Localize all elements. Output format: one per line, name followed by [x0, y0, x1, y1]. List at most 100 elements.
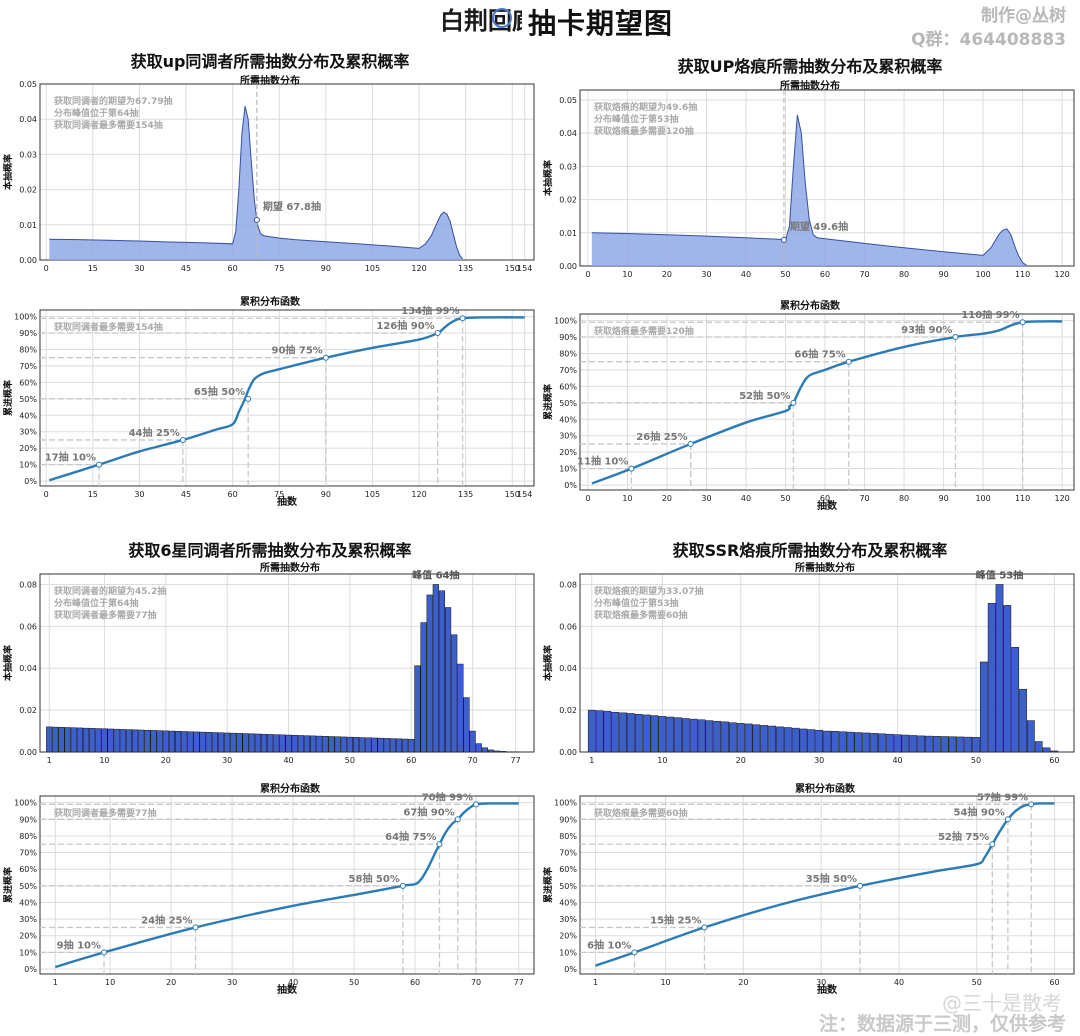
panel-2-pmf-bar	[451, 634, 458, 753]
panel-2-pmf-bar	[113, 728, 120, 753]
panel-3-pmf-xtick-label: 40	[892, 756, 902, 765]
panel-2-pmf-bar	[144, 729, 151, 753]
panel-2-pmf-bar	[303, 735, 311, 753]
panel-3-pmf-bar	[932, 736, 941, 753]
panel-1-pmf-xtick-label: 10	[622, 270, 632, 279]
panel-0-cdf-xtick-label: 154	[517, 490, 532, 499]
panel-2-pmf-bar	[408, 738, 415, 753]
panel-1-pmf-info-line: 获取烙痕最多需要120抽	[594, 125, 694, 137]
panel-2-cdf-ylabel: 累进概率	[2, 867, 14, 903]
panel-3-pmf-xtick-label: 1	[589, 756, 594, 765]
panel-1-cdf-xtick-label: 60	[820, 494, 830, 503]
panel-2-pmf-svg: 1 10 20 30 40 50 60 70 77 0.00 0.02 0.04 0.06 0.08 本抽概…	[2, 570, 535, 765]
panel-2-cdf-ytick-label: 90%	[19, 815, 37, 824]
panel-2-cdf-mark-label: 64抽 75%	[385, 830, 436, 843]
panel-1-cdf-mark-point	[790, 399, 797, 406]
panel-3-cdf-xtick-label: 10	[660, 978, 670, 987]
panel-3-pmf-bar	[736, 723, 745, 753]
panel-3-pmf-bar	[979, 661, 988, 753]
panel-0-cdf-mark-label: 90抽 75%	[271, 344, 322, 357]
panel-2-pmf-info-line: 获取同调者的期望为45.2抽	[54, 585, 166, 597]
panel-3-pmf-bar	[642, 714, 651, 753]
panel-1-pmf-xtick-label: 80	[899, 270, 909, 279]
panel-0-cdf-mark-label: 44抽 25%	[129, 426, 180, 439]
panel-3-pmf-xtick-label: 50	[971, 756, 981, 765]
panel-3-cdf-ytick-label: 100%	[554, 799, 577, 808]
panel-3-pmf-ytick-label: 0.02	[559, 706, 577, 715]
panel-3-pmf-bar	[674, 717, 682, 753]
panel-3-pmf-info-line: 获取烙痕的期望为33.07抽	[594, 585, 703, 597]
panel-1-cdf-mark-label: 26抽 25%	[636, 430, 687, 443]
panel-2-cdf-mark-label: 58抽 50%	[349, 872, 400, 885]
panel-1-cdf-xtick-label: 50	[780, 494, 790, 503]
panel-1-cdf-grid	[580, 314, 1074, 490]
panel-2-pmf-bar	[340, 736, 347, 753]
panel-2-pmf-bar	[217, 732, 225, 753]
panel-3-pmf-bar	[885, 733, 894, 753]
panel-2-pmf-bar	[101, 728, 108, 753]
panel-2-pmf-bar	[414, 665, 421, 753]
panel-3-cdf-mark-label: 57抽 99%	[977, 792, 1028, 803]
panel-3-pmf-bar	[1042, 747, 1051, 753]
panel-0-pmf-expect-point	[253, 216, 260, 223]
panel-0-cdf-xtick-label: 45	[181, 490, 191, 499]
credit-author: 制作@丛树	[981, 6, 1066, 26]
panel-2-pmf-bar	[187, 731, 194, 753]
panel-3-pmf-bar	[1019, 688, 1027, 753]
panel-2-pmf-bar	[138, 729, 145, 753]
panel-0-cdf-xtick-label: 135	[458, 490, 473, 499]
panel-0-pmf-ylabel: 本抽概率	[2, 154, 14, 190]
panel-3-cdf-mark-point	[631, 949, 638, 956]
panel-3-pmf-bar	[729, 722, 737, 753]
panel-2-cdf-xtick-label: 60	[410, 978, 420, 987]
panel-1-pmf-svg: 0 10 20 30 40 50 60 70 80 90 100 110 120 0.00 0.01 0.02…	[542, 89, 1075, 279]
panel-0-pmf-title: 所需抽数分布	[240, 76, 300, 87]
panel-2-cdf-mark-point	[399, 882, 406, 889]
panel-3-pmf-ytick-label: 0.06	[559, 622, 577, 631]
panel-2-cdf-info-line: 获取同调者最多需要77抽	[54, 807, 157, 819]
panel-2-pmf-bar	[156, 730, 163, 753]
watermark: @三十是散考	[942, 991, 1062, 1015]
panel-2-pmf-bar	[199, 731, 206, 753]
panel-3-pmf-bar	[713, 720, 722, 753]
panel-3-pmf-bar	[1034, 741, 1043, 753]
panel-0-cdf-mark-label: 65抽 50%	[194, 385, 245, 398]
panel-0-cdf-info-line: 获取同调者最多需要154抽	[54, 321, 163, 333]
panel-2-pmf-ytick-label: 0.04	[19, 664, 37, 673]
panel-1-cdf-xtick-label: 30	[701, 494, 711, 503]
panel-3-cdf-ytick-label: 40%	[559, 898, 577, 907]
panel-3-pmf-bar	[854, 732, 863, 753]
panel-0-cdf-mark-label: 17抽 10%	[45, 451, 96, 464]
panel-3-cdf-xtick-label: 60	[1049, 978, 1059, 987]
panel-0-pmf-xtick-label: 45	[181, 264, 191, 273]
panel-1-cdf-xtick-label: 120	[1055, 494, 1070, 503]
panel-0-cdf-xtick-label: 75	[274, 490, 284, 499]
panel-2-pmf-xtick-label: 1	[47, 756, 52, 765]
panel-3-pmf-xlabel: 累积分布函数	[795, 784, 855, 795]
panel-3-cdf-xtick-label: 40	[894, 978, 904, 987]
panel-2-pmf-ytick-label: 0.00	[19, 748, 37, 757]
panel-2-pmf-bar	[297, 735, 304, 753]
panel-0-pmf-ytick-label: 0.00	[19, 256, 37, 265]
panel-0-cdf-ytick-label: 30%	[19, 428, 37, 437]
panel-2-cdf-xtick-label: 50	[349, 978, 359, 987]
panel-2-pmf-bar	[205, 732, 212, 753]
panel-1-pmf-ylabel: 本抽概率	[542, 160, 554, 196]
panel-2-pmf-bar	[291, 734, 298, 753]
panel-3-cdf-xlabel: 抽数	[817, 983, 838, 994]
panel-3-cdf-svg: 1 10 20 30 40 50 60 0% 10% 20% 30% 40% 50% 60% 70% 80% 9…	[542, 792, 1075, 994]
panel-2-pmf-bar	[371, 737, 378, 753]
panel-3-cdf-ytick-label: 80%	[559, 832, 577, 841]
panel-0-cdf-mark-label: 126抽 90%	[376, 319, 434, 332]
panel-2-cdf-mark-label: 9抽 10%	[57, 938, 101, 951]
panel-0-pmf-ytick-label: 0.04	[19, 115, 37, 124]
panel-2-pmf-bar	[236, 733, 243, 753]
panel-1-pmf-ytick-label: 0.03	[559, 162, 577, 171]
panel-3-pmf-bar	[807, 729, 816, 753]
panel-2-pmf-bar	[469, 730, 476, 753]
panel-0-pmf-xlabel: 累积分布函数	[240, 297, 300, 308]
panel-2-pmf-bar	[445, 607, 452, 753]
panel-2-pmf-bar	[377, 737, 384, 753]
panel-3-pmf-bar	[611, 711, 620, 753]
panel-1-pmf-xtick-label: 60	[820, 270, 830, 279]
